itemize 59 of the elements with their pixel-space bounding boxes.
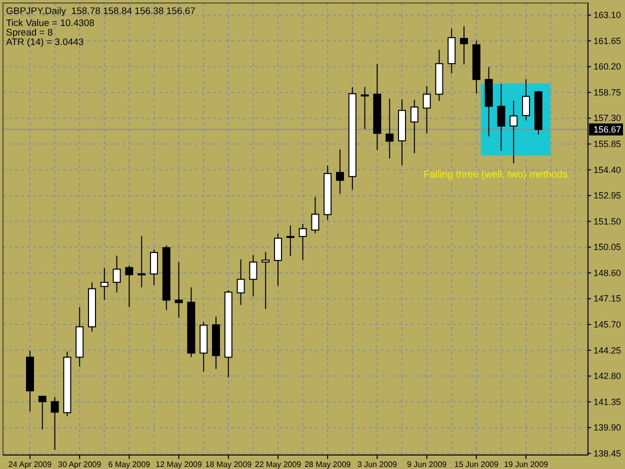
candlestick (422, 86, 431, 134)
x-tick-label: 9 Jun 2009 (407, 460, 448, 469)
y-tick-label: 155.85 (593, 139, 621, 150)
y-tick-label: 141.35 (593, 396, 621, 407)
y-tick-label: 163.10 (593, 10, 621, 20)
y-tick-label: 147.15 (593, 294, 621, 304)
annotation: Falling three (well, two) methods (424, 169, 568, 180)
y-tick-label: 157.30 (593, 113, 621, 124)
annotation: Tick Value = 10.4308 (6, 18, 94, 29)
y-tick-label: 148.60 (593, 268, 621, 278)
candlestick (410, 99, 418, 154)
y-tick-label: 142.80 (593, 371, 621, 382)
candlestick (38, 396, 46, 430)
y-tick-label: 150.05 (593, 242, 621, 252)
candlestick (262, 251, 270, 310)
y-tick-label: 161.65 (593, 36, 621, 46)
y-tick-label: 160.20 (593, 62, 621, 72)
candlestick (522, 78, 530, 122)
candlestick (311, 196, 320, 234)
candlestick (236, 258, 245, 306)
y-tick-label: 139.90 (593, 422, 621, 433)
y-tick-label: 152.95 (593, 190, 621, 201)
candlestick (497, 83, 506, 152)
y-tick-label: 154.40 (593, 164, 621, 175)
candlestick (298, 224, 307, 261)
x-tick-label: 12 May 2009 (156, 460, 202, 469)
candlestick (360, 86, 369, 130)
candlestick (274, 232, 282, 286)
candlestick (125, 264, 134, 308)
annotation: ATR (14) = 3.0443 (6, 37, 84, 48)
annotation: Spread = 8 (6, 28, 53, 38)
y-tick-label: 145.70 (593, 319, 621, 330)
x-tick-label: 19 Jun 2009 (504, 460, 549, 469)
x-tick-label: 28 May 2009 (304, 460, 352, 469)
candlestick (100, 267, 108, 300)
candlestick (249, 254, 258, 297)
candlestick (460, 26, 468, 65)
candlestick (138, 236, 146, 288)
x-tick-label: 3 Jun 2009 (357, 460, 398, 469)
candlestick (150, 249, 158, 286)
candlestick (112, 255, 121, 293)
candlestick (50, 396, 59, 450)
candlestick (174, 262, 183, 318)
y-tick-label: 144.25 (593, 345, 621, 356)
candlestick (386, 98, 394, 160)
chart-title: GBPJPY,Daily 158.78 158.84 156.38 156.67 (6, 6, 196, 17)
x-tick-label: 24 Apr 2009 (8, 460, 52, 469)
x-tick-label: 30 Apr 2009 (58, 460, 102, 469)
candlestick (510, 100, 518, 164)
y-tick-label: 158.75 (593, 87, 621, 98)
x-tick-label: 18 May 2009 (205, 460, 252, 469)
x-tick-label: 22 May 2009 (254, 460, 302, 469)
candlestick (336, 148, 344, 194)
y-tick-label: 151.50 (593, 216, 621, 226)
y-tick-label: 138.45 (593, 448, 621, 458)
candlestick (286, 224, 294, 257)
ref-line-label: 156.67 (593, 124, 621, 134)
x-tick-label: 15 Jun 2009 (454, 460, 499, 469)
x-tick-label: 6 May 2009 (108, 460, 151, 469)
